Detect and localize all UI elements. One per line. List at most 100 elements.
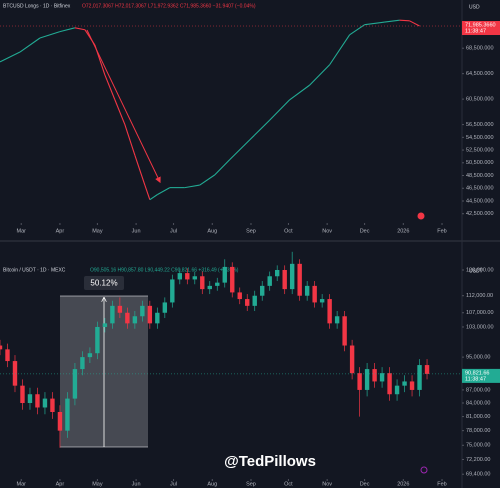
y-tick-label: 78,000.00	[466, 428, 490, 434]
candle-body	[245, 299, 250, 306]
line-segment	[249, 119, 271, 141]
candle-body	[80, 357, 85, 370]
line-segment	[19, 37, 41, 53]
candle-body	[275, 269, 280, 277]
candle-body	[65, 398, 70, 431]
y-tick-label: 50,500.000	[466, 160, 494, 166]
line-segment	[199, 174, 216, 186]
candle-body	[35, 394, 40, 408]
y-tick-label: 42,500.000	[466, 211, 494, 217]
candle-body	[42, 398, 48, 408]
candle-body	[312, 285, 317, 303]
x-tick-label: May	[92, 481, 103, 487]
line-segment	[364, 21, 385, 26]
line-segment	[74, 27, 86, 31]
line-segment	[39, 31, 61, 39]
y-tick-label: 95,000.00	[466, 355, 490, 361]
line-segment	[104, 74, 116, 100]
candle-body	[222, 266, 227, 283]
x-tick-label: Mar	[16, 228, 26, 234]
x-tick-label: 2026	[397, 228, 409, 234]
x-tick-label: Feb	[437, 228, 446, 234]
line-segment	[384, 19, 400, 23]
line-segment	[144, 184, 151, 200]
y-tick-label: 48,500.000	[466, 173, 494, 179]
candle-body	[282, 269, 287, 290]
candle-body	[155, 312, 160, 324]
y-tick-label: 81,000.00	[466, 414, 490, 420]
candle-body	[417, 365, 422, 390]
candle-body	[177, 273, 183, 280]
line-segment	[149, 194, 158, 201]
y-tick-label: 46,500.000	[466, 186, 494, 192]
candle-body	[379, 373, 385, 382]
ohlc-readout: O72,017.3067 H72,017.3067 L71,972.9362 C…	[82, 3, 256, 9]
y-tick-label: 112,000.00	[466, 293, 493, 299]
candle-body	[192, 276, 197, 280]
candle-body	[342, 316, 347, 346]
x-tick-label: Jul	[170, 481, 177, 487]
candle-body	[319, 299, 325, 303]
candle-body	[409, 381, 415, 390]
line-segment	[157, 187, 171, 196]
candle-body	[297, 263, 302, 296]
trend-arrow	[86, 29, 161, 184]
x-tick-label: Jun	[132, 228, 141, 234]
candle-body	[12, 361, 18, 386]
line-segment	[409, 20, 420, 27]
x-tick-label: Feb	[437, 481, 446, 487]
line-segment	[59, 27, 76, 33]
candle-body	[50, 398, 55, 413]
candle-body	[364, 369, 370, 390]
line-segment	[124, 124, 136, 156]
line-segment	[134, 154, 146, 186]
candle-body	[162, 302, 168, 313]
line-segment	[399, 19, 410, 22]
candle-body	[289, 263, 295, 290]
last-price-box	[462, 21, 500, 36]
candle-body	[215, 282, 220, 286]
candle-body	[357, 373, 362, 390]
candle-body	[424, 365, 430, 374]
candle-body	[72, 369, 78, 399]
candle-body	[334, 316, 340, 324]
x-tick-label: 2026	[397, 481, 409, 487]
candle-body	[387, 373, 392, 395]
ohlc-readout: O90,505.16 H90,857.80 L90,449.22 C90,821…	[90, 267, 239, 273]
last-price-label: 90,821.66	[465, 370, 489, 376]
x-tick-label: Sep	[246, 228, 256, 234]
candle-body	[0, 345, 3, 350]
x-tick-label: Jul	[170, 228, 177, 234]
y-tick-label: 52,500.000	[466, 148, 494, 154]
y-tick-label: 84,000.00	[466, 400, 490, 406]
countdown: 11:38:47	[465, 28, 486, 34]
x-tick-label: Sep	[246, 481, 256, 487]
y-tick-label: 56,500.000	[466, 122, 494, 128]
candle-body	[20, 385, 25, 404]
currency: USDT	[469, 268, 483, 274]
line-segment	[0, 51, 21, 63]
candle-body	[237, 292, 242, 300]
candle-body	[95, 326, 100, 354]
line-segment	[329, 34, 351, 66]
line-segment	[229, 139, 251, 161]
event-icon	[420, 466, 428, 474]
candle-body	[349, 345, 355, 374]
candle-body	[207, 285, 212, 290]
x-tick-label: Apr	[56, 481, 65, 487]
y-tick-label: 68,500.000	[466, 46, 494, 52]
y-tick-label: 75,000.00	[466, 443, 490, 449]
line-segment	[309, 64, 331, 86]
last-price-label: 71,985.3660	[465, 22, 496, 28]
y-tick-label: 44,500.000	[466, 198, 494, 204]
y-tick-label: 60,500.000	[466, 97, 494, 103]
x-tick-label: Dec	[360, 228, 370, 234]
candle-body	[260, 285, 265, 296]
event-icon	[417, 212, 425, 220]
line-segment	[289, 84, 310, 101]
line-segment	[269, 99, 291, 121]
y-tick-label: 120,000.00	[466, 267, 494, 273]
y-tick-label: 87,000.00	[466, 387, 490, 393]
y-tick-label: 64,500.000	[466, 71, 494, 77]
